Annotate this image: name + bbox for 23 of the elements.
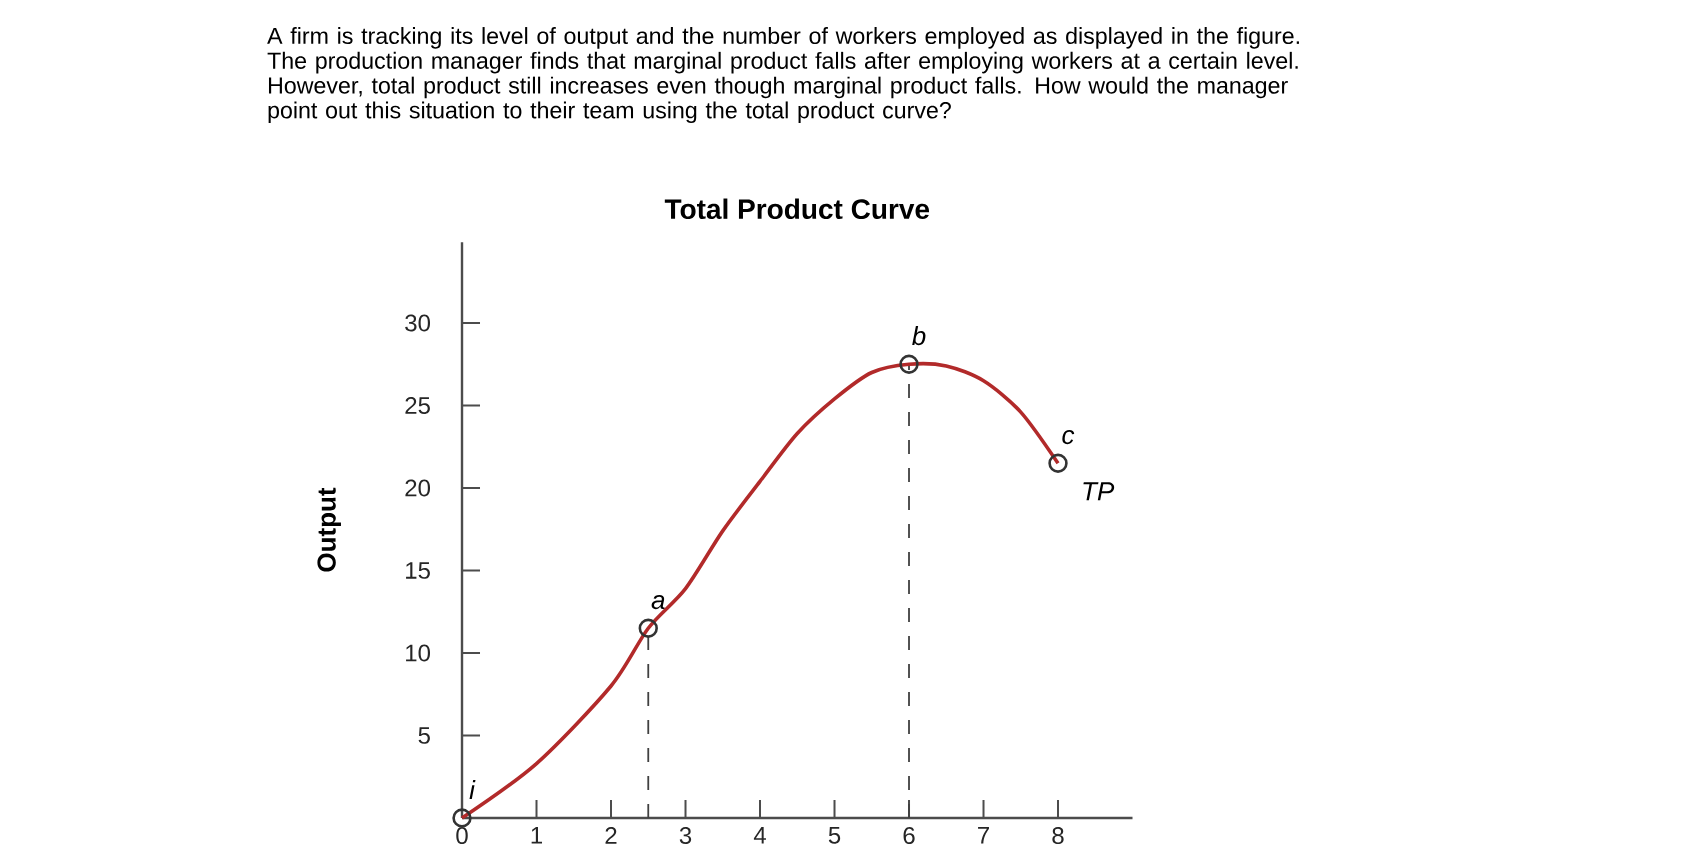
annotation: a (651, 594, 665, 610)
annotation: i (469, 780, 476, 799)
y-tick-label: 25 (405, 397, 430, 414)
y-tick-label: 30 (405, 314, 431, 332)
text: A firm is tracking its level of output and the number of workers employed as displayed in the figure. The production manager finds that marginal product falls after employing workers at a certain level. However, total product still increases even though marginal product falls. How would the manager point out this situation to their team using the total product curve? (267, 27, 1299, 124)
x-tick-label: 3 (679, 827, 692, 845)
x-tick-label: 4 (753, 827, 766, 844)
y-axis-title: Output (317, 487, 341, 572)
x-tick-label: 0 (456, 827, 468, 845)
y-tick-label: 10 (406, 644, 431, 662)
y-tick-label: 15 (406, 562, 430, 579)
x-tick-label: 1 (531, 827, 542, 844)
chart-title: Total Product Curve (664, 198, 930, 220)
x-tick-label: 7 (978, 827, 989, 844)
x-tick-label: 8 (1052, 827, 1064, 845)
x-tick-label: 6 (903, 827, 915, 845)
x-tick-label: 5 (828, 827, 841, 844)
y-tick-label: 5 (418, 727, 430, 744)
x-tick-label: 2 (605, 827, 617, 844)
y-tick-label: 20 (405, 479, 431, 497)
annotation: c (1062, 429, 1075, 445)
series-label: TP (1083, 482, 1115, 501)
annotation: b (912, 326, 926, 346)
